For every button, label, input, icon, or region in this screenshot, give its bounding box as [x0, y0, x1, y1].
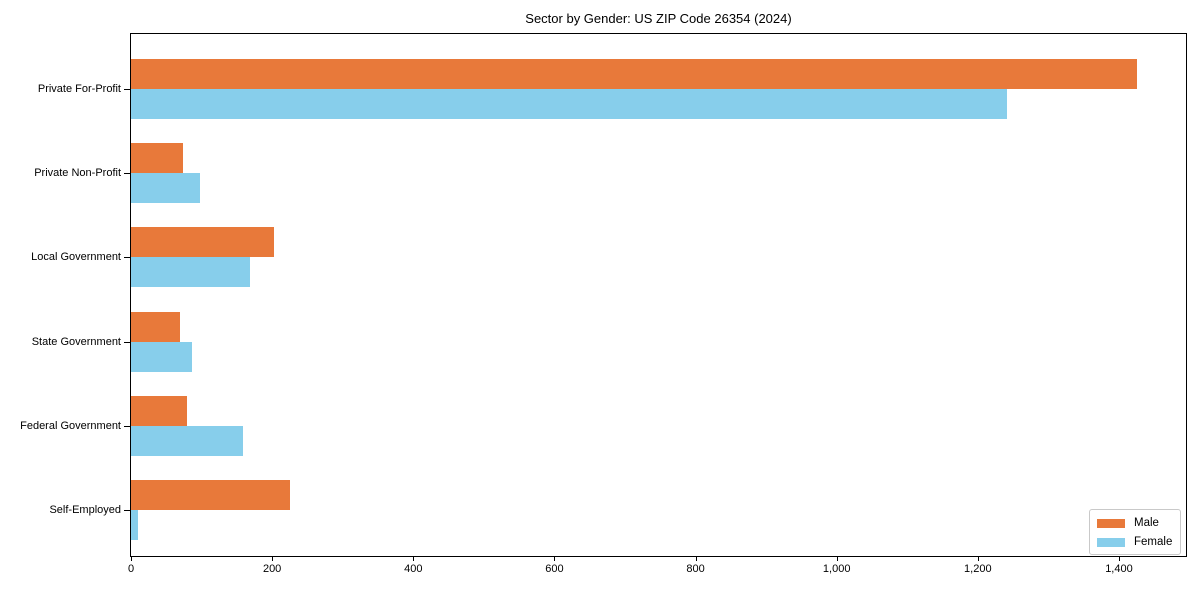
x-axis-tick	[131, 556, 132, 561]
bar-female-self-employed	[131, 510, 138, 540]
y-axis-label-federal-government: Federal Government	[20, 419, 121, 432]
y-axis-tick	[124, 89, 130, 90]
y-axis-label-local-government: Local Government	[31, 251, 121, 264]
legend-swatch-male	[1097, 518, 1125, 528]
x-axis-tick	[272, 556, 274, 561]
y-axis-label-private-non-profit: Private Non-Profit	[34, 167, 121, 180]
y-axis-label-private-for-profit: Private For-Profit	[37, 83, 121, 95]
bar-male-private-non-profit	[131, 143, 183, 174]
bar-female-state-government	[131, 341, 192, 372]
bar-male-self-employed	[131, 480, 290, 510]
x-axis-tick-label-600: 600	[545, 563, 564, 575]
bar-female-private-non-profit	[131, 173, 200, 204]
chart-title: Sector by Gender: US ZIP Code 26354 (202…	[525, 11, 792, 26]
x-axis-tick-label-1200: 1,200	[964, 563, 992, 575]
legend-swatch-female	[1097, 537, 1125, 547]
legend-entry-male: Male	[1097, 515, 1173, 531]
x-axis-tick	[695, 556, 697, 561]
x-axis-tick-label-1000: 1,000	[822, 563, 851, 575]
bar-female-local-government	[131, 257, 250, 288]
bar-male-private-for-profit	[131, 59, 1137, 89]
y-axis-tick	[124, 257, 130, 259]
x-axis-tick-label-200: 200	[262, 563, 282, 575]
bar-female-private-for-profit	[131, 89, 1007, 119]
bar-female-federal-government	[131, 425, 243, 456]
y-axis-label-state-government: State Government	[31, 335, 121, 348]
x-axis-tick-label-0: 0	[127, 563, 135, 575]
bar-male-state-government	[131, 311, 180, 342]
x-axis-tick-label-1400: 1,400	[1105, 563, 1133, 575]
legend: Male Female	[1089, 509, 1181, 555]
x-axis-tick	[413, 556, 415, 561]
x-axis-tick	[977, 556, 979, 561]
y-axis-tick	[124, 173, 130, 175]
y-axis-label-self-employed: Self-Employed	[49, 504, 121, 516]
plot-area	[130, 33, 1187, 557]
y-axis-tick	[124, 425, 130, 427]
bar-male-local-government	[131, 227, 274, 258]
bar-male-federal-government	[131, 395, 187, 426]
x-axis-tick-label-800: 800	[686, 563, 705, 575]
legend-entry-female: Female	[1097, 534, 1173, 550]
y-axis-tick	[124, 510, 130, 511]
x-axis-tick-label-400: 400	[404, 563, 423, 575]
y-axis-tick	[124, 341, 130, 343]
legend-label-female: Female	[1134, 536, 1173, 548]
x-axis-tick	[554, 556, 556, 561]
legend-label-male: Male	[1134, 517, 1159, 529]
x-axis-tick	[1118, 556, 1120, 561]
x-axis-tick	[836, 556, 838, 561]
